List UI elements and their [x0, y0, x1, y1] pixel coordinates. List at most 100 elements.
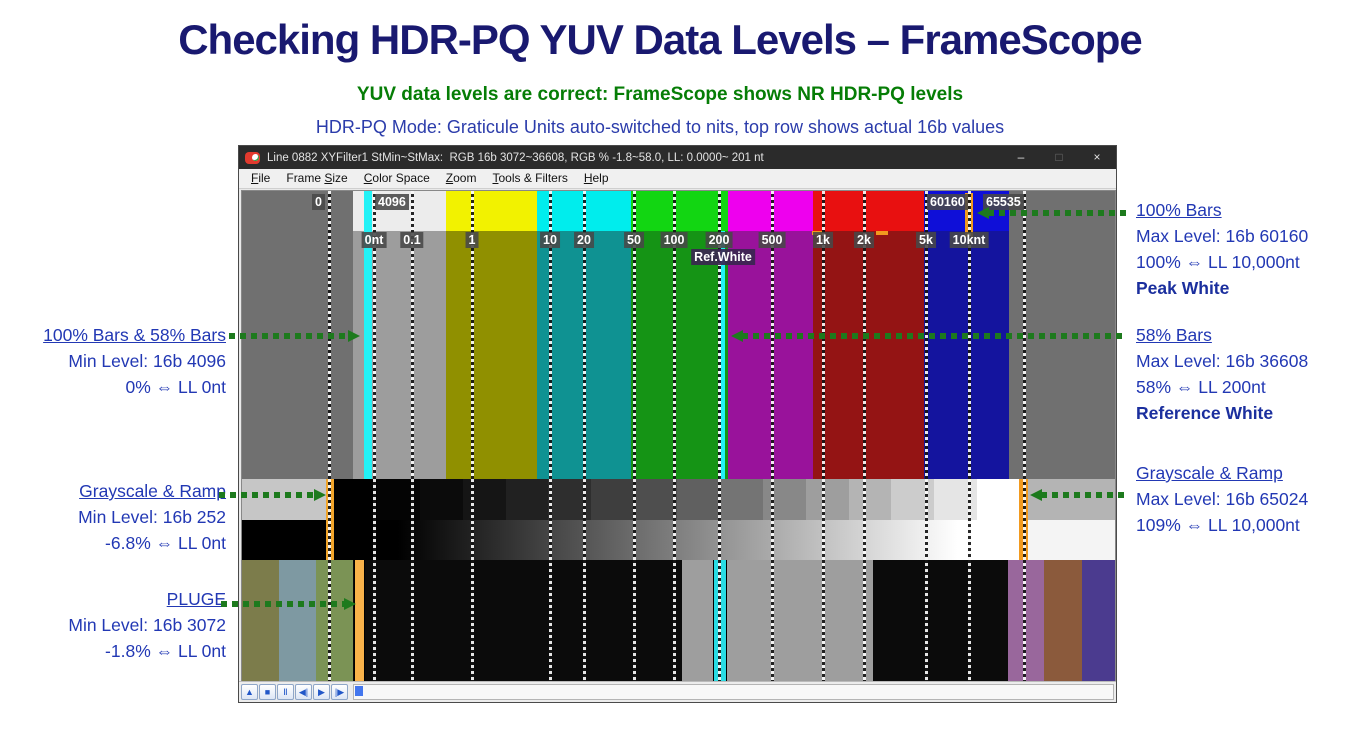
pause-icon[interactable]: Ⅱ	[277, 684, 294, 700]
annotation-line: 58% ⇔ LL 200nt	[1136, 377, 1266, 397]
arrow-dash	[221, 601, 345, 607]
minimize-button[interactable]: –	[1017, 150, 1025, 164]
horizontal-scrollbar[interactable]	[353, 684, 1114, 700]
cyan-stripe-0nt	[364, 191, 372, 479]
cyan-stripe-200nt	[719, 231, 725, 479]
transport-buttons: ▲ ■ Ⅱ ◀| ▶ |▶	[241, 684, 349, 700]
annotation-bars-58-max: 58% Bars Max Level: 16b 36608 58% ⇔ LL 200…	[1136, 322, 1308, 426]
annotation-arrow-bars-58-max	[731, 330, 1127, 342]
annotation-grayscale-max: Grayscale & Ramp Max Level: 16b 65024 109%…	[1136, 460, 1308, 538]
annotation-line: 109% ⇔ LL 10,000nt	[1136, 515, 1300, 535]
graticule-label-100: 100	[660, 232, 688, 248]
graticule-line-782	[1023, 191, 1026, 681]
annotation-line: 100% ⇔ LL 10,000nt	[1136, 252, 1300, 272]
framescope-window: Line 0882 XYFilter1 StMin~StMax: RGB 16b…	[238, 145, 1117, 703]
grayscale-step	[977, 479, 1021, 520]
graticule-line-200	[718, 191, 721, 681]
menu-item-help[interactable]: Help	[583, 171, 609, 185]
menu-item-zoom[interactable]: Zoom	[445, 171, 477, 185]
annotation-line: Min Level: 16b 252	[78, 507, 226, 527]
annotation-line: 0% ⇔ LL 0nt	[125, 377, 226, 397]
arrow-dash	[742, 333, 1127, 339]
graticule-label-200: 200	[705, 232, 733, 248]
orange-tick-2k	[876, 231, 888, 235]
play-icon[interactable]: ▶	[313, 684, 330, 700]
annotation-bars-100-max: 100% Bars Max Level: 16b 60160 100% ⇔ LL 1…	[1136, 197, 1308, 301]
grayscale-step	[934, 479, 978, 520]
maximize-button[interactable]: □	[1055, 150, 1063, 164]
eject-icon[interactable]: ▲	[241, 684, 258, 700]
arrow-dash	[988, 210, 1127, 216]
annotation-line: Max Level: 16b 36608	[1136, 351, 1309, 371]
graticule-line-1k	[822, 191, 825, 681]
graticule-line-100	[673, 191, 676, 681]
grayscale-step	[677, 479, 721, 520]
grayscale-step	[762, 479, 807, 520]
arrow-head-icon	[344, 598, 356, 610]
grayscale-step	[891, 479, 935, 520]
annotation-pluge-min: PLUGE Min Level: 16b 3072 -1.8% ⇔ LL 0nt	[68, 586, 226, 664]
arrow-head-icon	[314, 489, 326, 501]
graticule-line-10	[549, 191, 552, 681]
stop-icon[interactable]: ■	[259, 684, 276, 700]
window-titlebar[interactable]: Line 0882 XYFilter1 StMin~StMax: RGB 16b…	[239, 146, 1116, 169]
pluge-segment-gray-mid	[682, 560, 873, 681]
annotation-heading: PLUGE	[166, 589, 226, 609]
annotation-line: -6.8% ⇔ LL 0nt	[105, 533, 226, 553]
annotation-bold-line: Peak White	[1136, 278, 1230, 298]
graticule-label-500: 500	[758, 232, 786, 248]
annotation-bars-min: 100% Bars & 58% Bars Min Level: 16b 4096 0…	[43, 322, 226, 400]
transport-toolbar: ▲ ■ Ⅱ ◀| ▶ |▶	[239, 681, 1116, 702]
annotation-heading: 100% Bars & 58% Bars	[43, 325, 226, 345]
ref-white-label: Ref.White	[691, 249, 755, 265]
graticule-line-2k	[863, 191, 866, 681]
bar-58-yellow	[446, 231, 537, 479]
bar-58-gray-left	[242, 231, 353, 479]
graticule-label-0.1: 0.1	[400, 232, 424, 248]
code-label-4096: 4096	[375, 194, 409, 210]
annotation-line: Min Level: 16b 3072	[68, 615, 226, 635]
graticule-line-87	[328, 191, 331, 681]
pluge-segment-black-left	[353, 560, 682, 681]
annotation-heading: 100% Bars	[1136, 200, 1222, 220]
bar-58-green	[631, 231, 728, 479]
ramp-right-block	[1028, 520, 1115, 560]
pluge-segment-black-right	[873, 560, 1008, 681]
menu-item-frame-size[interactable]: Frame Size	[286, 171, 348, 185]
grayscale-step	[805, 479, 849, 520]
graticule-line-0.1	[411, 191, 414, 681]
pluge-segment-olive-green	[316, 560, 353, 681]
graticule-line-500	[771, 191, 774, 681]
grayscale-left-block	[242, 479, 326, 520]
graticule-line-50	[633, 191, 636, 681]
bar-100-gray-left	[242, 191, 353, 231]
grayscale-right-block	[1028, 479, 1115, 520]
menu-bar: File Frame Size Color Space Zoom Tools & Fil…	[239, 169, 1116, 189]
graticule-line-20	[583, 191, 586, 681]
arrow-dash	[1041, 492, 1127, 498]
menu-item-color-space[interactable]: Color Space	[363, 171, 430, 185]
slide-title: Checking HDR-PQ YUV Data Levels – FrameS…	[178, 16, 1143, 63]
menu-item-tools-filters[interactable]: Tools & Filters	[492, 171, 568, 185]
annotation-grayscale-min: Grayscale & Ramp Min Level: 16b 252 -6.8% …	[78, 478, 226, 556]
window-title: Line 0882 XYFilter1 StMin~StMax: RGB 16b…	[267, 151, 764, 164]
annotation-heading: Grayscale & Ramp	[79, 481, 226, 501]
arrow-head-icon	[977, 207, 989, 219]
menu-item-file[interactable]: File	[251, 171, 271, 185]
grayscale-step	[719, 479, 764, 520]
scrollbar-thumb[interactable]	[355, 686, 363, 696]
annotation-arrow-pluge-min	[221, 598, 356, 610]
graticule-line-1	[471, 191, 474, 681]
step-back-icon[interactable]: ◀|	[295, 684, 312, 700]
pluge-segment-mauve	[1008, 560, 1044, 681]
step-forward-icon[interactable]: |▶	[331, 684, 348, 700]
arrow-head-icon	[731, 330, 743, 342]
close-button[interactable]: ×	[1093, 150, 1101, 164]
arrow-head-icon	[348, 330, 360, 342]
graticule-label-50: 50	[624, 232, 644, 248]
graticule-label-2k: 2k	[854, 232, 874, 248]
code-label-60160: 60160	[927, 194, 968, 210]
pluge-segment-purple	[1082, 560, 1115, 681]
arrow-dash	[229, 333, 349, 339]
